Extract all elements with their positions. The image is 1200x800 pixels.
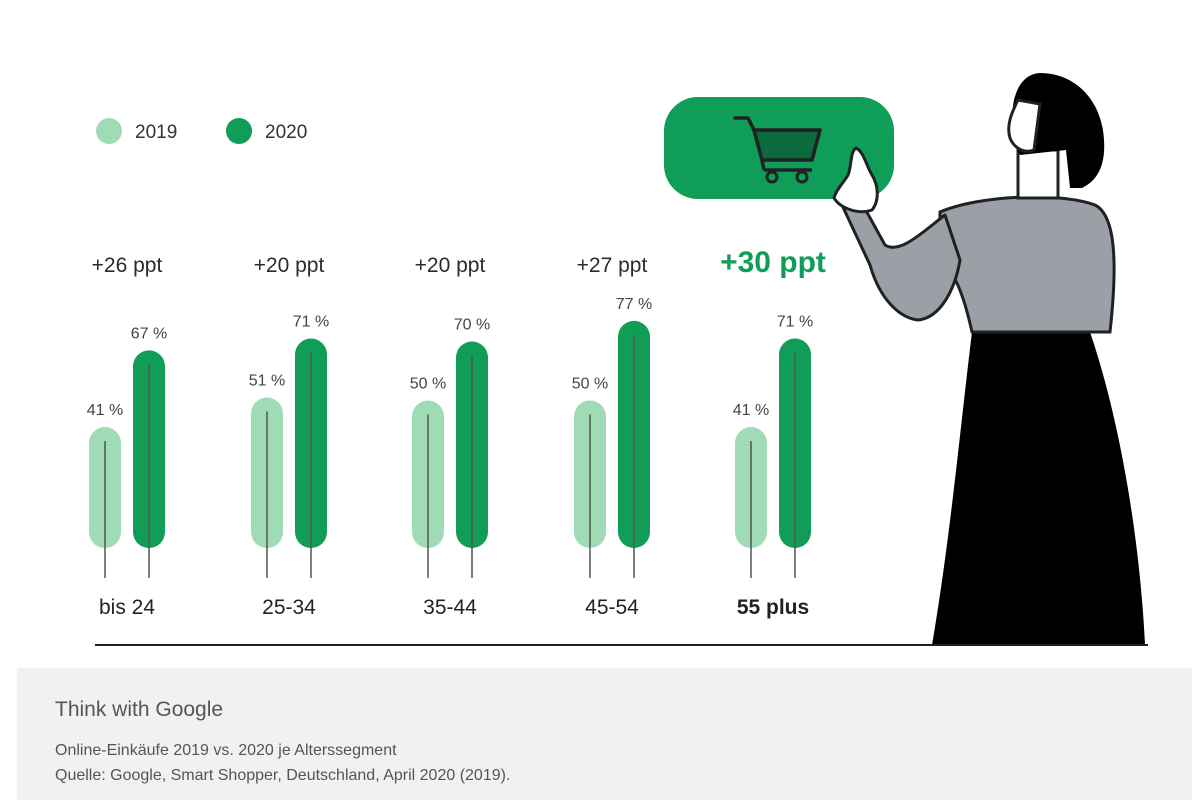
ppt-label: +30 ppt (720, 246, 826, 279)
ppt-label: +20 ppt (254, 254, 325, 277)
legend-swatch-2019 (96, 118, 122, 144)
value-label: 50 % (572, 376, 608, 393)
shopping-cart-icon (733, 116, 822, 184)
hand (832, 146, 879, 214)
category-label: 45-54 (585, 596, 639, 619)
category-label: 35-44 (423, 596, 477, 619)
skirt (932, 332, 1145, 645)
caption-title: Online-Einkäufe 2019 vs. 2020 je Alterss… (55, 742, 397, 759)
value-label: 70 % (454, 317, 490, 334)
legend-label-2020: 2020 (265, 122, 307, 143)
category-label: 25-34 (262, 596, 316, 619)
face (1007, 98, 1042, 153)
value-label: 50 % (410, 376, 446, 393)
bars: +26 ppt 41 % 67 % bis 24 +20 ppt 51 % 71 % 25-3… (87, 246, 826, 619)
brand-name: Think with Google (55, 698, 224, 721)
ppt-label: +20 ppt (415, 254, 486, 277)
ppt-label: +26 ppt (92, 254, 163, 277)
category-label: bis 24 (99, 596, 155, 619)
legend-swatch-2020 (226, 118, 252, 144)
value-label: 67 % (131, 325, 167, 342)
value-label: 71 % (293, 314, 329, 331)
woman-illustration (832, 73, 1145, 645)
legend-label-2019: 2019 (135, 122, 177, 143)
value-label: 77 % (616, 296, 652, 313)
value-label: 51 % (249, 373, 285, 390)
value-label: 41 % (733, 402, 769, 419)
caption-source: Quelle: Google, Smart Shopper, Deutschla… (55, 767, 511, 784)
neck (1016, 148, 1060, 200)
sweater (938, 195, 1116, 334)
category-label: 55 plus (737, 596, 809, 619)
value-label: 41 % (87, 402, 123, 419)
value-label: 71 % (777, 314, 813, 331)
legend: 2019 2020 (96, 118, 307, 144)
cart-bubble (664, 97, 894, 199)
ppt-label: +27 ppt (577, 254, 648, 277)
arm (840, 194, 962, 322)
footer: Think with Google Online-Einkäufe 2019 v… (17, 668, 1192, 800)
caption: Online-Einkäufe 2019 vs. 2020 je Alterss… (55, 738, 510, 788)
